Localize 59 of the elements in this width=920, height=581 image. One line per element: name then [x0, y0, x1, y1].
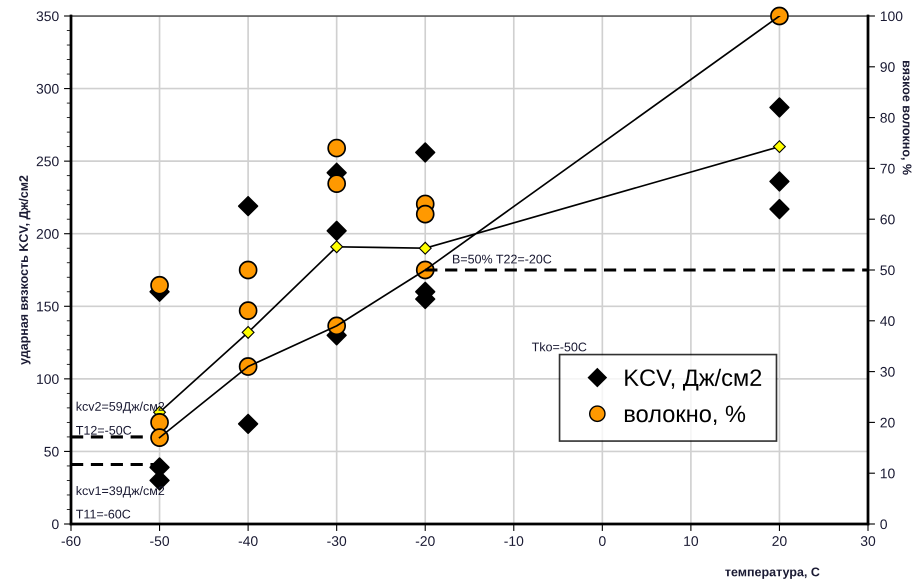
point	[772, 140, 786, 154]
y2-tick-label: 40	[880, 316, 895, 326]
point	[238, 414, 258, 434]
x-axis-title: температура, С	[725, 568, 820, 579]
y2-tick-label: 100	[880, 11, 902, 22]
legend-label: KCV, Дж/см2	[625, 368, 762, 391]
point	[769, 171, 790, 192]
y-tick-label: 300	[36, 84, 59, 94]
point	[242, 326, 255, 339]
point	[769, 198, 790, 220]
x-tick-label: 30	[860, 536, 876, 546]
y2-tick-label: 80	[880, 112, 895, 123]
point	[238, 301, 258, 320]
y-axis-title: ударная вязкость KCV, Дж/см2	[18, 176, 30, 365]
x-tick-label: -30	[327, 536, 346, 546]
y-tick-label: 50	[44, 446, 59, 457]
point	[769, 97, 790, 118]
point	[330, 240, 344, 254]
y-tick-label: 150	[37, 302, 59, 312]
y2-axis-title: вязкое волокно, %	[900, 61, 912, 175]
x-tick-label: -50	[150, 536, 170, 546]
x-tick-label: 0	[599, 536, 606, 546]
point	[327, 138, 346, 158]
point	[326, 220, 347, 241]
x-tick-label: -20	[416, 536, 435, 546]
x-tick-label: -40	[238, 536, 258, 546]
y2-tick-label: 30	[880, 366, 895, 377]
annotation: T11=-60C	[76, 510, 130, 519]
point	[416, 204, 435, 224]
y-tick-label: 250	[36, 156, 59, 166]
point	[238, 260, 258, 280]
y2-tick-label: 10	[880, 468, 895, 478]
point	[150, 413, 169, 432]
annotation: B=50% T22=-20C	[452, 254, 552, 264]
y-tick-label: 350	[36, 11, 59, 22]
point	[770, 6, 789, 26]
y2-tick-label: 70	[880, 164, 895, 174]
y2-tick-label: 90	[880, 62, 895, 72]
x-tick-label: -10	[504, 536, 524, 546]
y2-tick-label: 20	[880, 418, 895, 428]
point	[415, 142, 436, 163]
y2-tick-label: 0	[880, 519, 887, 530]
y-tick-label: 200	[36, 229, 59, 239]
x-tick-label: 20	[772, 536, 787, 546]
point	[150, 276, 169, 295]
x-tick-label: 10	[684, 536, 698, 546]
y2-tick-label: 60	[880, 214, 895, 224]
legend-label: волокно, %	[624, 406, 746, 426]
x-tick-label: -60	[62, 536, 80, 546]
point	[418, 242, 432, 255]
point	[238, 196, 258, 216]
y-tick-label: 0	[52, 519, 59, 530]
point	[327, 174, 346, 193]
y2-tick-label: 50	[880, 265, 895, 276]
annotation: kcv1=39Дж/см2	[76, 486, 164, 498]
y-tick-label: 100	[37, 374, 59, 384]
annotation: T12=-50C	[76, 426, 132, 435]
annotation: Tko=-50C	[532, 342, 586, 352]
point	[150, 428, 169, 447]
